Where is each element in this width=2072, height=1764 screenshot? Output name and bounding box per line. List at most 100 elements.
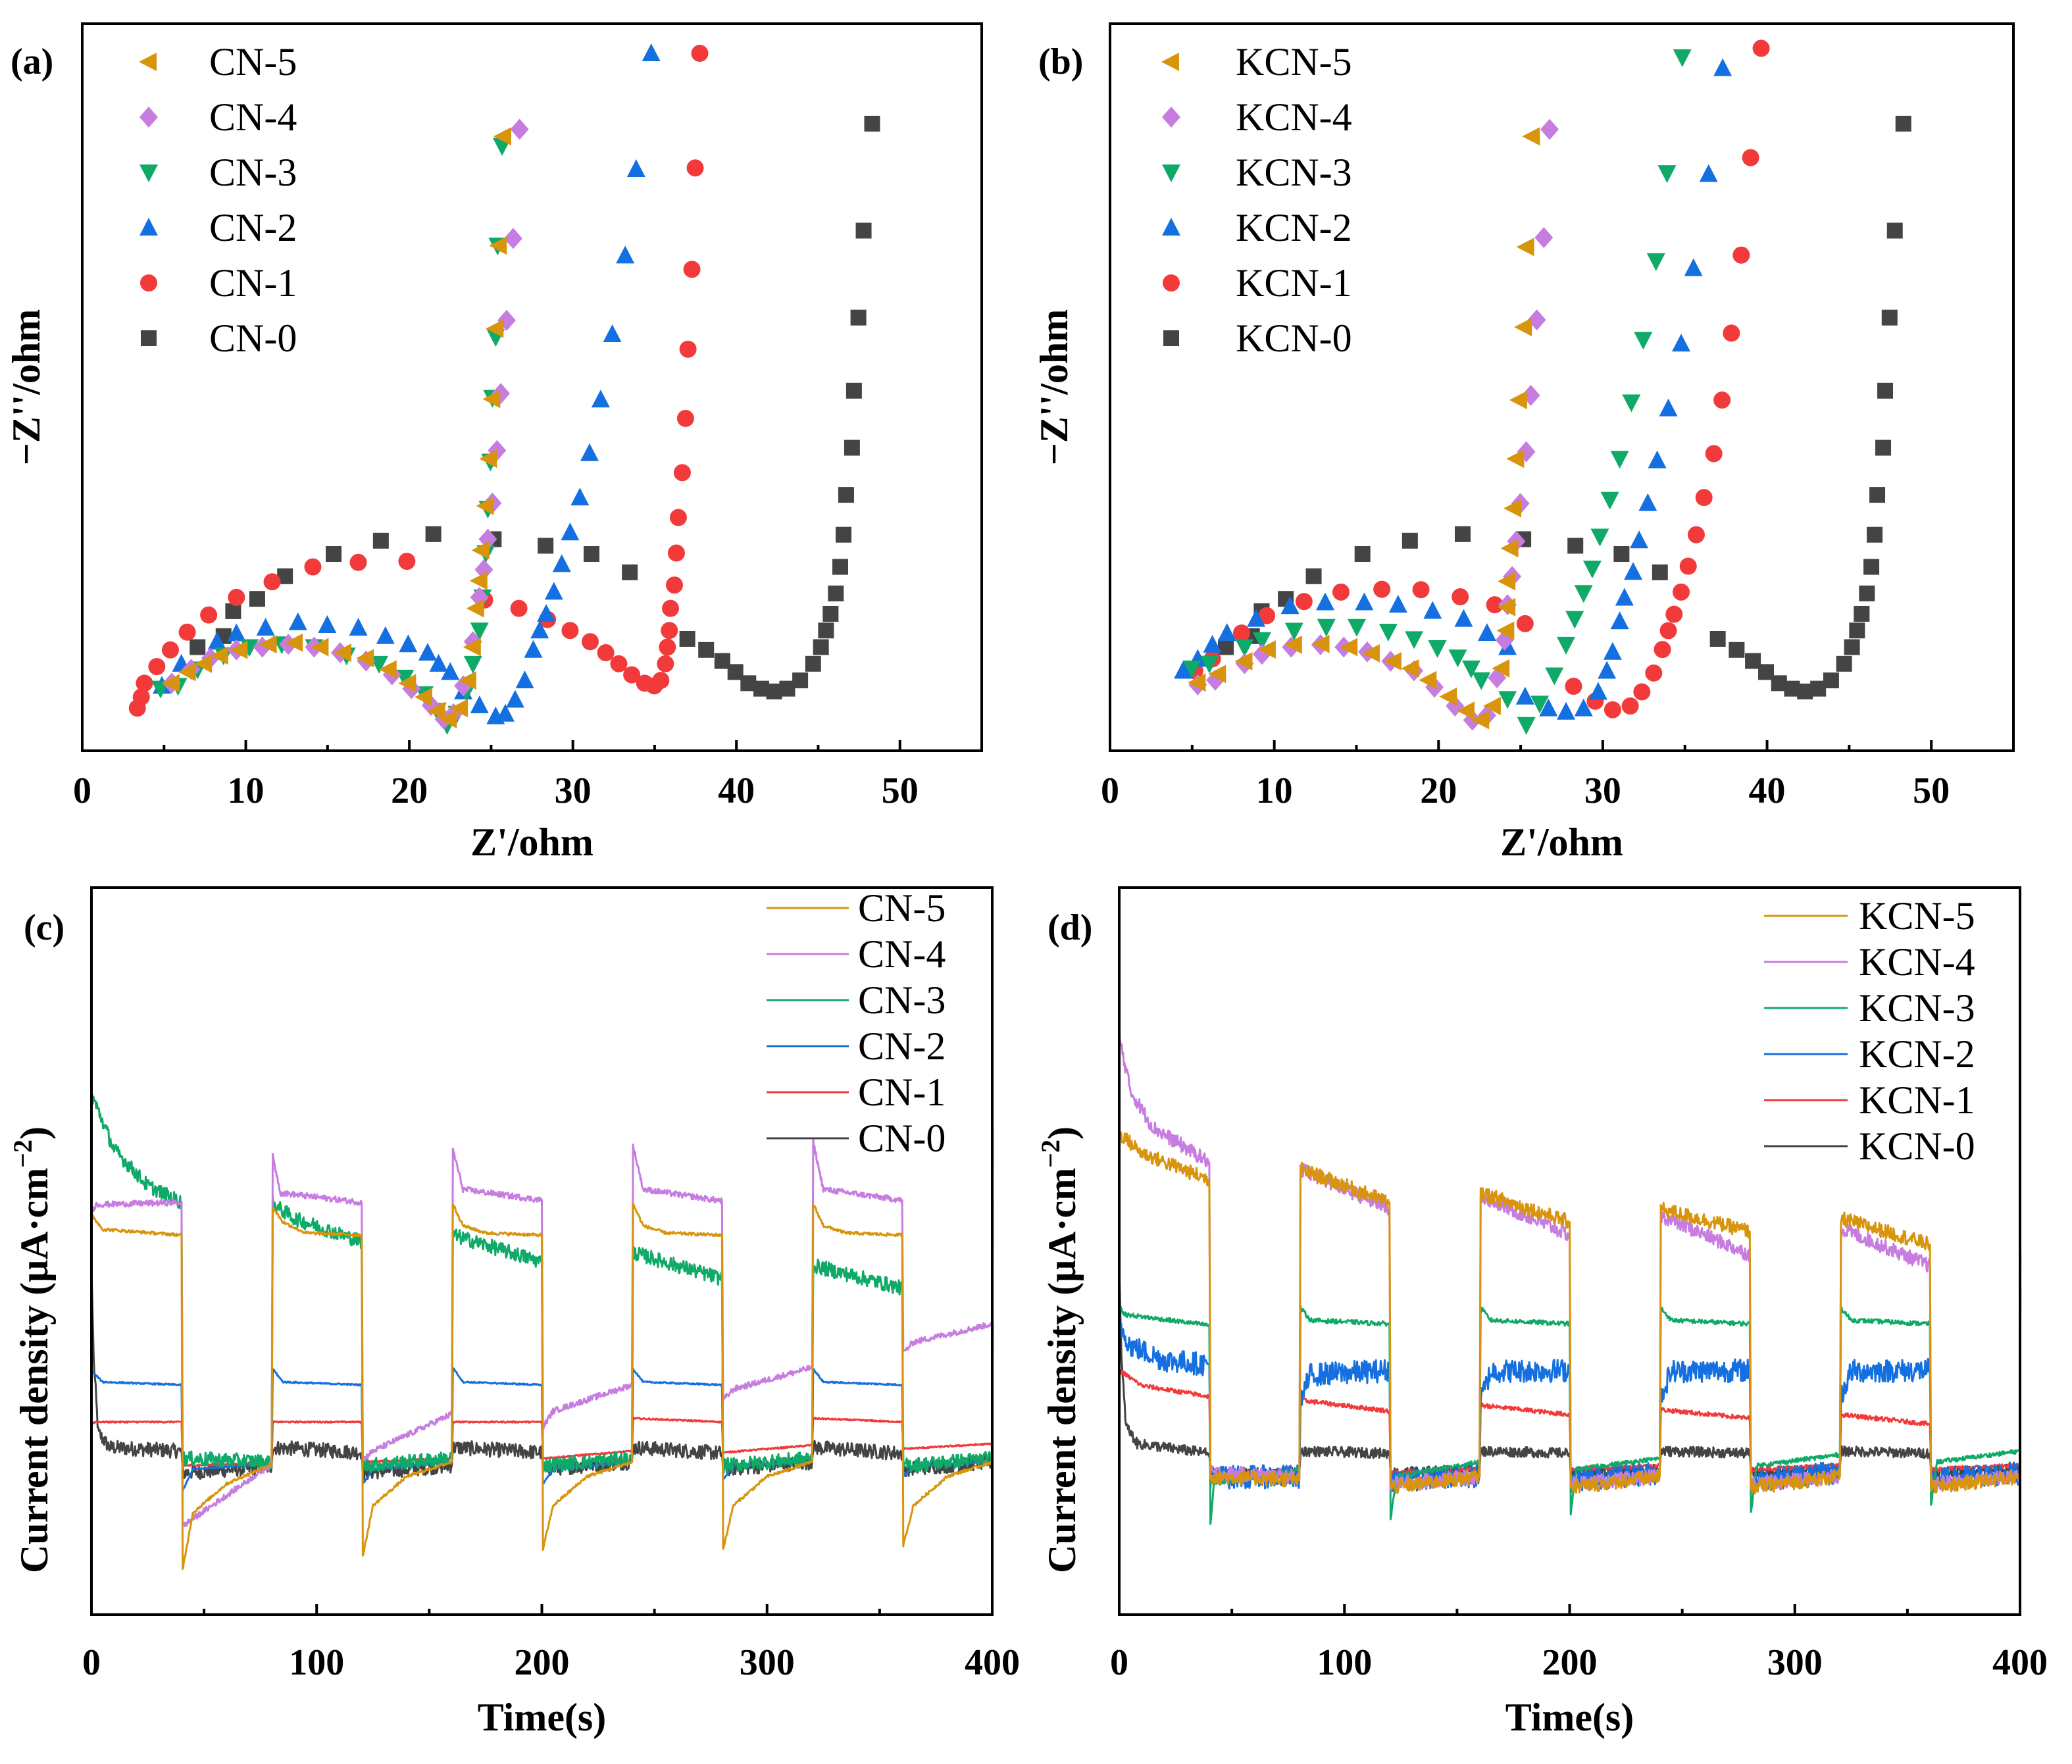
data-point: [1217, 639, 1234, 655]
data-point: [1854, 605, 1870, 622]
data-point: [1863, 559, 1880, 575]
x-tick-label: 200: [515, 1642, 570, 1683]
data-point: [1423, 601, 1442, 619]
data-point: [1295, 593, 1313, 611]
legend-item: CN-3: [767, 978, 946, 1022]
data-point: [864, 115, 880, 132]
data-point: [1317, 618, 1336, 637]
legend-label: KCN-4: [1236, 95, 1352, 139]
panel-b-nyquist-plot: 0 10 20 30 40 50Z'/ohm−Z''/ohm(b) KCN-5KCN-4KC…: [1032, 22, 2015, 864]
data-point: [1284, 622, 1303, 641]
data-point: [1654, 641, 1671, 659]
plot-area: [1118, 1034, 2022, 1525]
data-point: [1545, 667, 1564, 686]
panel-label: (b): [1038, 41, 1083, 82]
data-point: [1471, 711, 1490, 730]
data-point: [1527, 309, 1546, 331]
data-point: [1252, 632, 1271, 650]
data-point: [597, 644, 615, 662]
data-point: [1657, 165, 1677, 184]
data-point: [515, 670, 534, 689]
data-point: [1752, 39, 1770, 57]
x-axis-title: Z'/ohm: [470, 820, 594, 864]
data-point: [1506, 449, 1525, 468]
data-point: [510, 118, 529, 140]
legend-label: KCN-5: [1859, 894, 1975, 938]
legend-label: CN-0: [858, 1117, 946, 1160]
data-point: [1530, 695, 1550, 714]
data-point: [333, 643, 351, 663]
data-point: [1729, 642, 1745, 658]
data-point: [1284, 635, 1302, 654]
data-point: [288, 612, 307, 630]
series-kcn-3: [1182, 49, 1692, 735]
legend-marker-triangle-up-icon: [139, 218, 158, 236]
data-point: [1574, 698, 1593, 717]
legend-marker-triangle-left-icon: [139, 53, 157, 71]
data-point: [1604, 701, 1621, 718]
x-tick-label: 50: [1913, 770, 1950, 811]
data-point: [493, 127, 512, 146]
data-point: [1456, 701, 1475, 720]
data-point: [227, 623, 246, 642]
data-point: [466, 599, 484, 618]
data-point: [1630, 530, 1649, 549]
legend-item: KCN-0: [1163, 316, 1352, 360]
data-point: [376, 626, 395, 644]
data-point: [1886, 222, 1903, 239]
legend-item: KCN-0: [1764, 1124, 1975, 1168]
data-point: [194, 654, 213, 673]
x-tick-label: 10: [1256, 770, 1293, 811]
data-point: [1402, 532, 1418, 549]
data-point: [1844, 639, 1860, 655]
data-point: [1235, 639, 1254, 657]
x-tick-label: 200: [1542, 1642, 1598, 1683]
panel-c-photocurrent-plot: 0 100 200 300 400 Time(s) Current density (μA·…: [8, 886, 1020, 1739]
data-point: [832, 559, 849, 575]
legend-item: KCN-1: [1764, 1078, 1975, 1122]
data-point: [1514, 318, 1532, 337]
panel-label: (c): [24, 907, 64, 948]
legend-label: CN-1: [858, 1071, 946, 1114]
data-point: [418, 643, 437, 661]
data-point: [470, 695, 489, 713]
legend-label: CN-4: [209, 95, 297, 139]
data-point: [439, 709, 457, 728]
data-point: [474, 559, 493, 580]
data-point: [1565, 611, 1584, 629]
data-point: [1247, 609, 1266, 627]
legend: CN-5 CN-4 CN-3 CN-2 CN-1 CN-0: [139, 40, 297, 360]
data-point: [683, 261, 701, 278]
data-point: [691, 45, 709, 63]
data-point: [1496, 621, 1515, 640]
data-point: [136, 674, 153, 692]
data-point: [200, 606, 218, 624]
data-point: [1895, 115, 1911, 132]
legend-label: CN-3: [209, 151, 297, 194]
legend-item: CN-4: [139, 95, 297, 139]
data-point: [476, 496, 494, 515]
legend-item: CN-3: [139, 151, 297, 194]
data-point: [1634, 332, 1653, 350]
data-point: [349, 553, 367, 571]
data-point: [828, 585, 844, 601]
data-point: [835, 526, 851, 543]
plot-area: [90, 1092, 994, 1571]
panel-a-nyquist-plot: 0 10 20 30 40 50 Z'/ohm −Z''/ohm (a) CN-5 CN-4 CN-3…: [5, 22, 983, 864]
legend-item: CN-2: [139, 206, 297, 249]
data-point: [1869, 487, 1886, 503]
data-point: [1498, 597, 1516, 617]
data-point: [228, 588, 245, 606]
data-point: [256, 618, 275, 636]
data-point: [1699, 164, 1718, 182]
legend-label: CN-3: [858, 978, 946, 1022]
legend-item: CN-0: [767, 1117, 946, 1160]
data-point: [1203, 634, 1222, 653]
data-point: [1588, 682, 1607, 700]
data-point: [1232, 624, 1250, 642]
data-point: [1659, 622, 1677, 640]
data-point: [1633, 683, 1651, 701]
data-point: [482, 390, 501, 409]
x-axis-title: Z'/ohm: [1500, 820, 1623, 864]
